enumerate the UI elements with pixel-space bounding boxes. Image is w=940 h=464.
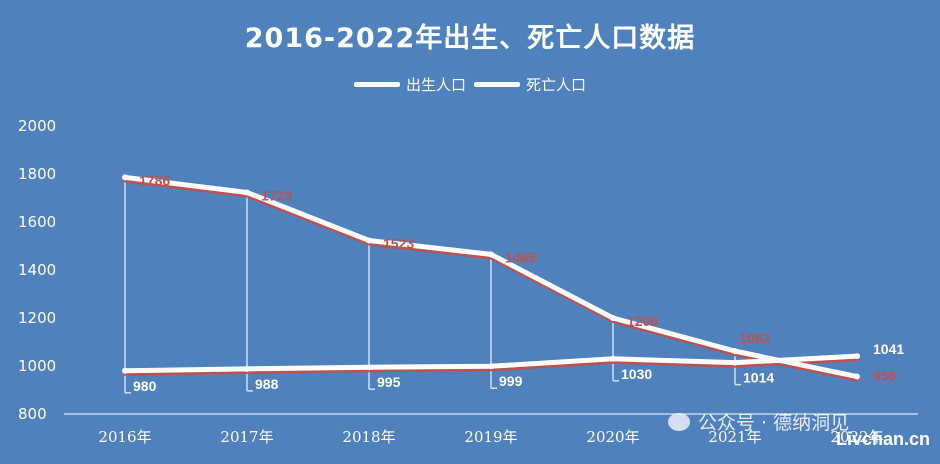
- death-label-6: 1041: [873, 341, 904, 357]
- y-tick-label-4: 1600: [18, 213, 56, 231]
- death-point-5: [732, 359, 738, 366]
- y-tick-label-1: 1000: [18, 357, 56, 375]
- legend-item-death: 死亡人口: [474, 74, 586, 95]
- death-point-3: [488, 363, 494, 370]
- birth-label-3: 1465: [505, 249, 536, 265]
- birth-point-3: [488, 251, 494, 258]
- birth-label-5: 1062: [739, 330, 770, 346]
- death-label-1: 988: [255, 376, 279, 392]
- birth-point-0: [122, 174, 128, 181]
- birth-label-4: 1200: [627, 313, 658, 329]
- death-label-5: 1014: [743, 370, 774, 386]
- death-label-0: 980: [133, 378, 157, 394]
- birth-point-4: [610, 315, 616, 321]
- site-watermark: Livchan.cn: [835, 429, 930, 449]
- legend: 出生人口 死亡人口: [0, 74, 940, 95]
- y-tick-label-0: 800: [18, 405, 47, 423]
- x-tick-label-2: 2018年: [342, 428, 395, 446]
- x-tick-label-3: 2019年: [464, 428, 517, 446]
- death-point-4: [610, 355, 616, 362]
- birth-point-1: [244, 189, 250, 196]
- birth-point-2: [366, 237, 372, 244]
- watermark: 公众号 · 德纳洞见: [668, 408, 849, 435]
- death-label-4: 1030: [621, 366, 652, 382]
- death-label-3: 999: [499, 373, 523, 389]
- x-tick-label-1: 2017年: [220, 428, 273, 446]
- death-point-2: [366, 364, 372, 371]
- birth-point-6: [854, 373, 860, 380]
- chart-title: 2016-2022年出生、死亡人口数据: [244, 23, 696, 54]
- watermark-text: 公众号 · 德纳洞见: [698, 412, 850, 434]
- birth-label-6: 956: [873, 368, 897, 384]
- x-tick-label-0: 2016年: [98, 428, 151, 446]
- legend-label-death: 死亡人口: [526, 76, 587, 94]
- death-point-6: [854, 353, 860, 360]
- y-tick-label-2: 1200: [18, 309, 56, 327]
- y-tick-label-3: 1400: [18, 261, 56, 279]
- y-tick-label-6: 2000: [18, 117, 56, 135]
- death-label-2: 995: [377, 374, 401, 390]
- legend-label-birth: 出生人口: [405, 76, 466, 94]
- legend-item-birth: 出生人口: [353, 74, 466, 95]
- legend-swatch-death: [474, 82, 520, 87]
- birth-label-0: 1786: [139, 172, 170, 188]
- wechat-icon: [668, 412, 690, 431]
- birth-label-1: 1723: [261, 187, 292, 203]
- death-point-0: [122, 367, 128, 374]
- x-tick-label-5: 2021年: [708, 428, 761, 446]
- death-point-1: [244, 365, 250, 372]
- birth-label-2: 1523: [383, 235, 414, 251]
- legend-swatch-birth: [353, 82, 400, 87]
- y-tick-label-5: 1800: [18, 165, 56, 183]
- x-tick-label-4: 2020年: [586, 428, 639, 446]
- x-tick-label-6: 2022年: [830, 428, 883, 446]
- birth-point-5: [732, 348, 738, 355]
